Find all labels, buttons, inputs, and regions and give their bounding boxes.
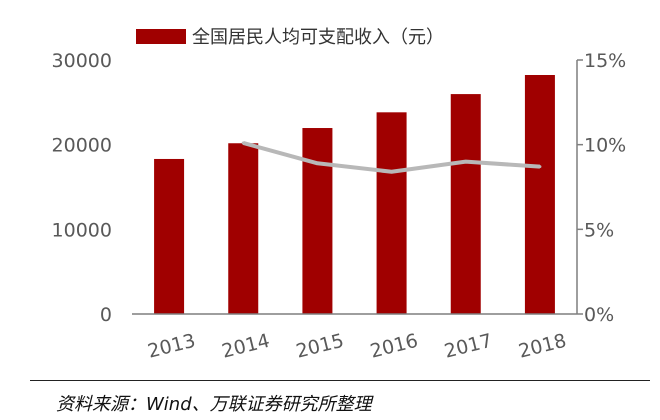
right-tick-label-15%: 15% — [584, 50, 626, 72]
bar-2017 — [450, 94, 481, 315]
right-tick-label-5%: 5% — [584, 219, 614, 241]
legend-label: 全国居民人均可支配收入（元） — [192, 27, 444, 48]
x-tick-label-2016: 2016 — [368, 330, 420, 363]
growth-point-2 — [390, 170, 394, 174]
left-tick-label-0: 0 — [100, 304, 112, 326]
growth-point-4 — [538, 165, 542, 169]
growth-point-0 — [241, 141, 245, 145]
bar-2018 — [524, 75, 555, 314]
legend-swatch — [136, 29, 186, 44]
left-tick-label-10000: 10000 — [52, 219, 112, 241]
x-tick-label-2013: 2013 — [146, 330, 198, 363]
source-note: 资料来源：Wind、万联证券研究所整理 — [56, 394, 372, 415]
x-tick-label-2018: 2018 — [516, 330, 568, 363]
bar-2016 — [376, 112, 407, 314]
bar-2014 — [228, 143, 259, 314]
right-tick-label-10%: 10% — [584, 135, 626, 157]
bar-2015 — [302, 128, 333, 314]
x-tick-label-2014: 2014 — [220, 330, 272, 363]
source-divider — [30, 380, 650, 381]
growth-point-3 — [464, 160, 468, 164]
x-tick-label-2015: 2015 — [294, 330, 346, 363]
bar-2013 — [154, 158, 185, 314]
left-tick-label-20000: 20000 — [52, 135, 112, 157]
growth-point-1 — [315, 161, 319, 165]
right-tick-label-0%: 0% — [584, 304, 614, 326]
left-tick-label-30000: 30000 — [52, 50, 112, 72]
x-tick-label-2017: 2017 — [442, 330, 494, 363]
